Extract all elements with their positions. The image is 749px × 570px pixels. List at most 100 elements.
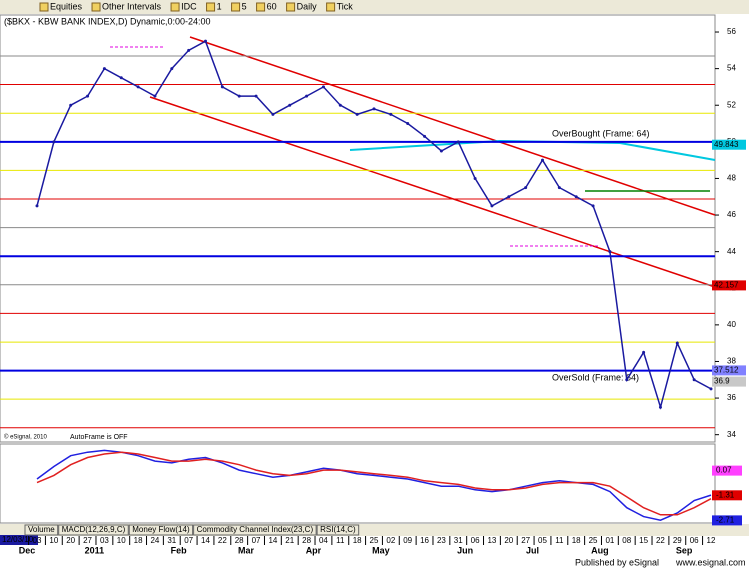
x-tick-label: 06 bbox=[471, 536, 480, 545]
x-tick-label: 06 bbox=[690, 536, 699, 545]
indicator-tab[interactable]: MACD(12,26,9,C) bbox=[62, 525, 126, 534]
x-tick-label: 07 bbox=[252, 536, 261, 545]
close-point bbox=[220, 85, 224, 89]
close-point bbox=[288, 103, 292, 107]
x-tick-label: 25 bbox=[589, 536, 598, 545]
trend-line bbox=[189, 36, 716, 216]
start-date: 12/03/10 bbox=[2, 535, 34, 544]
toolbar-button[interactable] bbox=[91, 2, 101, 12]
month-label: 2011 bbox=[85, 545, 105, 555]
toolbar-button[interactable] bbox=[206, 2, 216, 12]
toolbar-button[interactable] bbox=[231, 2, 241, 12]
close-point bbox=[35, 204, 39, 208]
x-tick-label: 31 bbox=[454, 536, 463, 545]
x-tick-label: 14 bbox=[268, 536, 277, 545]
x-tick-label: 12 bbox=[707, 536, 716, 545]
tab-border[interactable] bbox=[128, 524, 194, 536]
close-point bbox=[642, 350, 646, 354]
toolbar-item[interactable]: Tick bbox=[337, 1, 354, 11]
value-flag bbox=[712, 465, 742, 476]
value-flag-label: -1.31 bbox=[716, 490, 735, 499]
tab-border[interactable] bbox=[193, 524, 317, 536]
tab-border[interactable] bbox=[58, 524, 129, 536]
value-flag-label: 37.512 bbox=[714, 366, 739, 375]
close-point bbox=[675, 341, 679, 345]
chart-title: ($BKX - KBW BANK INDEX,D) Dynamic,0:00-2… bbox=[4, 16, 211, 26]
month-label: Jul bbox=[526, 545, 539, 555]
tab-border[interactable] bbox=[24, 524, 59, 536]
close-point bbox=[305, 94, 309, 98]
publisher: Published by eSignal bbox=[575, 557, 659, 567]
x-tick-label: 11 bbox=[336, 536, 345, 545]
macd-panel bbox=[0, 443, 716, 524]
x-tick-label: 28 bbox=[302, 536, 311, 545]
x-tick-label: 25 bbox=[370, 536, 379, 545]
close-point bbox=[69, 103, 73, 107]
toolbar-button[interactable] bbox=[39, 2, 49, 12]
x-tick-label: 11 bbox=[555, 536, 564, 545]
series-line bbox=[36, 449, 712, 521]
x-tick-label: 02 bbox=[386, 536, 395, 545]
close-point bbox=[406, 122, 410, 126]
toolbar-button[interactable] bbox=[286, 2, 296, 12]
month-label: Apr bbox=[306, 545, 322, 555]
close-point bbox=[439, 149, 443, 153]
toolbar-button[interactable] bbox=[326, 2, 336, 12]
close-point bbox=[119, 76, 123, 80]
close-point bbox=[170, 67, 174, 71]
close-point bbox=[423, 134, 427, 138]
close-point bbox=[541, 158, 544, 162]
x-tick-label: 16 bbox=[420, 536, 429, 545]
x-tick-label: 13 bbox=[487, 536, 496, 545]
toolbar-button[interactable] bbox=[170, 2, 180, 12]
close-point bbox=[271, 112, 275, 116]
x-tick-label: 08 bbox=[622, 536, 631, 545]
x-tick-label: 31 bbox=[167, 536, 176, 545]
x-tick-label: 27 bbox=[83, 536, 92, 545]
close-point bbox=[52, 140, 56, 144]
month-label: May bbox=[372, 545, 390, 555]
month-label: Dec bbox=[19, 545, 36, 555]
toolbar-item[interactable]: 60 bbox=[267, 1, 277, 11]
x-tick-label: 18 bbox=[353, 536, 362, 545]
y-tick-label: 36 bbox=[727, 393, 736, 402]
value-flag bbox=[712, 515, 742, 526]
y-tick-label: 52 bbox=[727, 100, 736, 109]
y-tick-label: 56 bbox=[727, 27, 736, 36]
value-flag bbox=[712, 139, 746, 150]
toolbar-item[interactable]: 1 bbox=[217, 1, 222, 11]
toolbar-item[interactable]: Daily bbox=[297, 1, 318, 11]
toolbar-item[interactable]: 5 bbox=[242, 1, 247, 11]
x-tick-label: 28 bbox=[235, 536, 244, 545]
month-label: Aug bbox=[591, 545, 609, 555]
value-flag bbox=[712, 365, 746, 376]
x-tick-label: 15 bbox=[639, 536, 648, 545]
indicator-tab[interactable]: Volume bbox=[28, 525, 55, 534]
value-flag bbox=[712, 280, 746, 291]
toolbar-item[interactable]: Other Intervals bbox=[102, 1, 162, 11]
indicator-tab[interactable]: Money Flow(14) bbox=[132, 525, 190, 534]
value-flag-label: 42.157 bbox=[714, 280, 739, 289]
y-tick-label: 34 bbox=[727, 430, 736, 439]
close-point bbox=[102, 67, 106, 71]
value-flag-label: 49.843 bbox=[714, 140, 739, 149]
close-point bbox=[473, 176, 477, 180]
indicator-tab[interactable]: RSI(14,C) bbox=[320, 525, 356, 534]
close-point bbox=[574, 195, 578, 199]
close-point bbox=[136, 85, 140, 89]
toolbar-item[interactable]: IDC bbox=[181, 1, 197, 11]
x-tick-label: 20 bbox=[504, 536, 513, 545]
x-tick-label: 27 bbox=[521, 536, 530, 545]
indicator-tab[interactable]: Commodity Channel Index(23,C) bbox=[197, 525, 314, 534]
toolbar-button[interactable] bbox=[256, 2, 266, 12]
y-tick-label: 44 bbox=[727, 247, 736, 256]
start-date-box bbox=[0, 535, 38, 545]
month-label: Mar bbox=[238, 545, 255, 555]
x-tick-label: 04 bbox=[319, 536, 328, 545]
y-tick-label: 46 bbox=[727, 210, 736, 219]
toolbar-item[interactable]: Equities bbox=[50, 1, 83, 11]
close-point bbox=[591, 204, 595, 208]
tab-border[interactable] bbox=[316, 524, 360, 536]
y-tick-label: 38 bbox=[727, 357, 736, 366]
x-tick-label: 21 bbox=[285, 536, 294, 545]
